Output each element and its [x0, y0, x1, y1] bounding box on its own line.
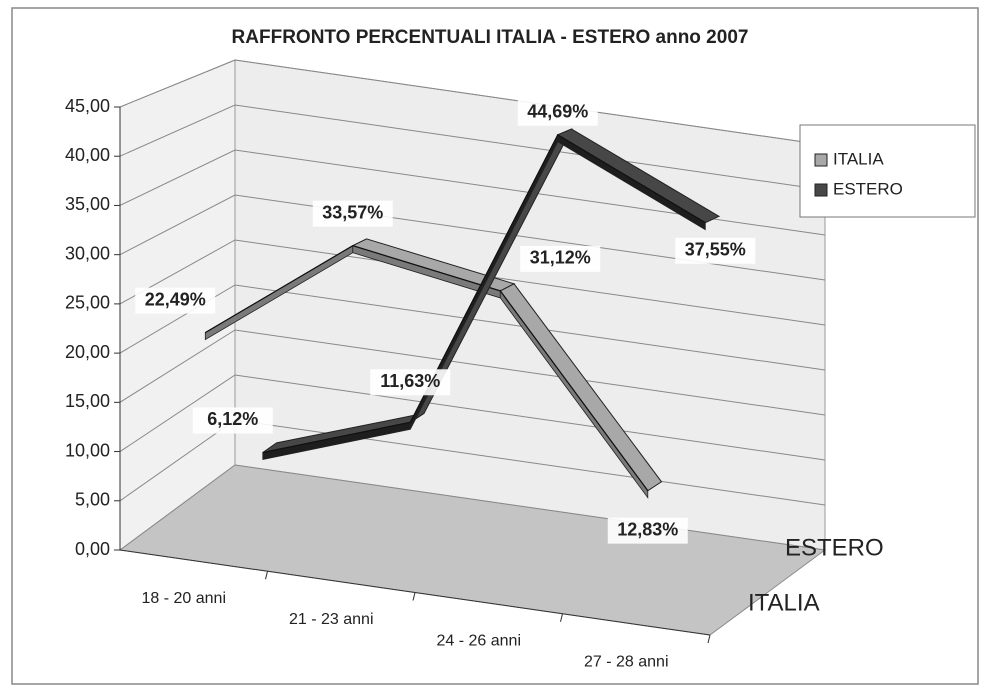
legend-swatch — [814, 153, 828, 167]
grid-line — [119, 374, 826, 461]
value-label-bg — [370, 369, 451, 396]
value-label: 44,69% — [527, 102, 588, 122]
x-tick — [412, 592, 416, 601]
legend-label: ITALIA — [833, 149, 884, 168]
y-tick-label: 35,00 — [65, 194, 110, 214]
y-tick-label: 0,00 — [75, 539, 110, 559]
x-tick-label: 24 - 26 anni — [436, 632, 521, 649]
x-tick-label: 21 - 23 anni — [289, 611, 374, 628]
legend-swatch — [814, 183, 828, 197]
x-tick — [560, 613, 563, 622]
value-label: 33,57% — [322, 202, 383, 222]
y-tick-label: 45,00 — [65, 96, 110, 116]
grid-line — [119, 239, 826, 326]
y-tick-label: 15,00 — [65, 391, 110, 411]
series-line — [262, 133, 706, 454]
value-label: 31,12% — [530, 248, 591, 268]
chart-title: RAFFRONTO PERCENTUALI ITALIA - ESTERO an… — [232, 27, 749, 48]
value-label-bg — [135, 287, 216, 314]
x-tick — [707, 634, 711, 644]
value-label: 6,12% — [207, 409, 258, 429]
y-tick-label: 20,00 — [65, 342, 110, 362]
value-label: 11,63% — [380, 371, 440, 391]
series-line — [204, 245, 649, 492]
value-label-bg — [192, 407, 273, 434]
grid-line — [119, 149, 826, 236]
value-label-bg — [520, 245, 601, 272]
value-label: 22,49% — [145, 289, 206, 309]
plot: 22,49% 33,57% 31,12% 12,83% 6,12% 11,63% 44,69… — [135, 99, 756, 544]
value-label-bg — [517, 99, 598, 126]
y-tick-label: 5,00 — [75, 490, 110, 510]
grid-line — [119, 284, 826, 371]
value-label: 37,55% — [685, 239, 746, 259]
y-tick-label: 30,00 — [65, 243, 110, 263]
x-tick-label: 18 - 20 anni — [141, 590, 226, 607]
grid-line — [119, 194, 826, 281]
legend — [799, 124, 976, 218]
y-tick-label: 40,00 — [65, 145, 110, 165]
legend-label: ESTERO — [833, 179, 903, 198]
x-tick — [265, 571, 268, 580]
value-label-bg — [607, 517, 688, 544]
depth-label: ITALIA — [748, 589, 820, 616]
grid-line — [119, 329, 826, 416]
grid-line — [119, 104, 826, 191]
depth-label: ESTERO — [785, 534, 884, 561]
x-tick-label: 27 - 28 anni — [584, 654, 669, 671]
grid-line — [119, 59, 826, 146]
value-label-bg — [675, 237, 756, 264]
value-label: 12,83% — [617, 519, 678, 539]
y-tick-label: 10,00 — [65, 440, 110, 460]
y-tick-label: 25,00 — [65, 293, 110, 313]
value-label-bg — [312, 200, 393, 227]
